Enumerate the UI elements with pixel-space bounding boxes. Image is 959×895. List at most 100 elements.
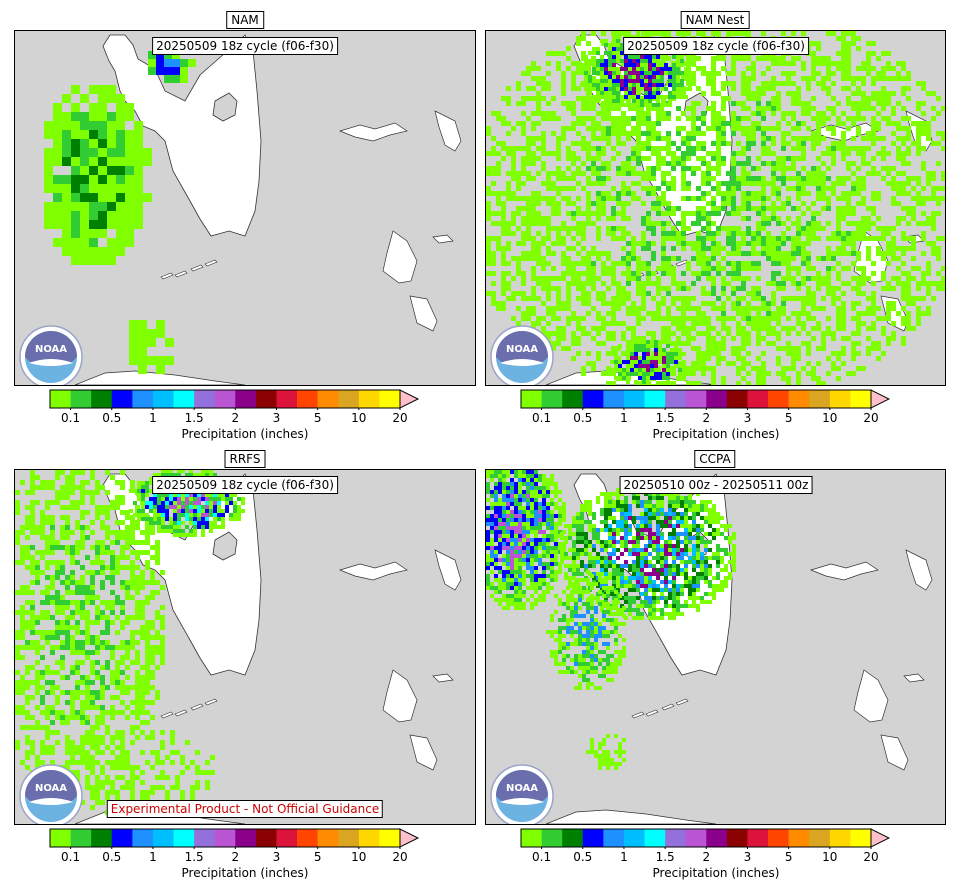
- precip-cell: [521, 96, 526, 101]
- precip-cell: [791, 311, 796, 316]
- precip-cell: [652, 91, 656, 95]
- precip-cell: [886, 336, 891, 341]
- precip-cell: [668, 103, 672, 107]
- precip-cell: [638, 360, 642, 364]
- precip-cell: [486, 171, 491, 176]
- precip-cell: [871, 191, 876, 196]
- precip-cell: [736, 276, 741, 281]
- precip-cell: [816, 181, 821, 186]
- precip-cell: [851, 81, 856, 86]
- precip-cell: [731, 346, 736, 351]
- precip-cell: [53, 211, 62, 220]
- precip-cell: [721, 226, 726, 231]
- precip-cell: [741, 106, 746, 111]
- precip-cell: [586, 41, 591, 46]
- precip-cell: [686, 381, 691, 385]
- precip-cell: [125, 202, 134, 211]
- precip-cell: [25, 755, 30, 760]
- precip-cell: [916, 296, 921, 301]
- precip-cell: [486, 166, 491, 171]
- precip-cell: [592, 47, 596, 51]
- precip-cell: [566, 56, 571, 61]
- precip-cell: [871, 346, 876, 351]
- precip-cell: [596, 196, 601, 201]
- precip-cell: [811, 61, 816, 66]
- precip-cell: [761, 361, 766, 366]
- precip-cell: [866, 311, 871, 316]
- precip-cell: [841, 231, 846, 236]
- precip-cell: [676, 55, 680, 59]
- precip-cell: [89, 247, 98, 256]
- precip-cell: [706, 231, 711, 236]
- colorbar-tick-label: 2: [231, 411, 240, 425]
- precip-cell: [931, 241, 936, 246]
- precip-cell: [866, 96, 871, 101]
- precip-cell: [886, 166, 891, 171]
- precip-cell: [576, 181, 581, 186]
- precip-cell: [521, 161, 526, 166]
- precip-cell: [871, 136, 876, 141]
- precip-cell: [75, 690, 80, 695]
- precip-cell: [791, 281, 796, 286]
- precip-cell: [791, 126, 796, 131]
- precip-cell: [886, 51, 891, 56]
- precip-cell: [936, 131, 941, 136]
- precip-cell: [612, 55, 616, 59]
- precip-cell: [586, 221, 591, 226]
- precip-cell: [571, 71, 576, 76]
- precip-cell: [846, 146, 851, 151]
- keys-island: [204, 698, 218, 706]
- cycle-annotation: 20250509 18z cycle (f06-f30): [152, 37, 338, 55]
- precip-cell: [95, 550, 100, 555]
- precip-cell: [906, 311, 911, 316]
- precip-cell: [826, 286, 831, 291]
- precip-cell: [796, 356, 801, 361]
- precip-cell: [701, 161, 706, 166]
- precip-cell: [631, 246, 636, 251]
- precip-cell: [711, 106, 716, 111]
- precip-cell: [105, 660, 110, 665]
- precip-cell: [148, 67, 156, 75]
- precip-cell: [841, 311, 846, 316]
- precip-cell: [586, 261, 591, 266]
- precip-cell: [756, 366, 761, 371]
- precip-cell: [746, 301, 751, 306]
- precip-cell: [571, 186, 576, 191]
- precip-cell: [45, 565, 50, 570]
- precip-cell: [821, 281, 826, 286]
- precip-cell: [761, 151, 766, 156]
- precip-cell: [681, 196, 686, 201]
- precip-cell: [901, 66, 906, 71]
- precip-cell: [801, 226, 806, 231]
- precip-cell: [662, 364, 666, 368]
- precip-cell: [666, 181, 671, 186]
- precip-cell: [596, 166, 601, 171]
- precip-cell: [621, 321, 626, 326]
- precip-cell: [491, 261, 496, 266]
- precip-cell: [636, 181, 641, 186]
- precip-cell: [75, 680, 80, 685]
- precip-cell: [831, 251, 836, 256]
- precip-cell: [631, 306, 636, 311]
- precip-cell: [651, 136, 656, 141]
- precip-cell: [906, 71, 911, 76]
- precip-cell: [696, 246, 701, 251]
- precip-cell: [871, 206, 876, 211]
- precip-cell: [656, 116, 661, 121]
- precip-cell: [716, 146, 721, 151]
- precip-cell: [691, 296, 696, 301]
- precip-cell: [20, 610, 25, 615]
- precip-cell: [606, 111, 611, 116]
- precip-cell: [651, 166, 656, 171]
- precip-cell: [731, 181, 736, 186]
- precip-cell: [711, 346, 716, 351]
- precip-cell: [551, 306, 556, 311]
- precip-cell: [55, 545, 60, 550]
- precip-cell: [806, 101, 811, 106]
- precip-cell: [851, 301, 856, 306]
- precip-cell: [85, 585, 90, 590]
- precip-cell: [661, 161, 666, 166]
- precip-cell: [721, 316, 726, 321]
- precip-cell: [75, 605, 80, 610]
- precip-cell: [731, 116, 736, 121]
